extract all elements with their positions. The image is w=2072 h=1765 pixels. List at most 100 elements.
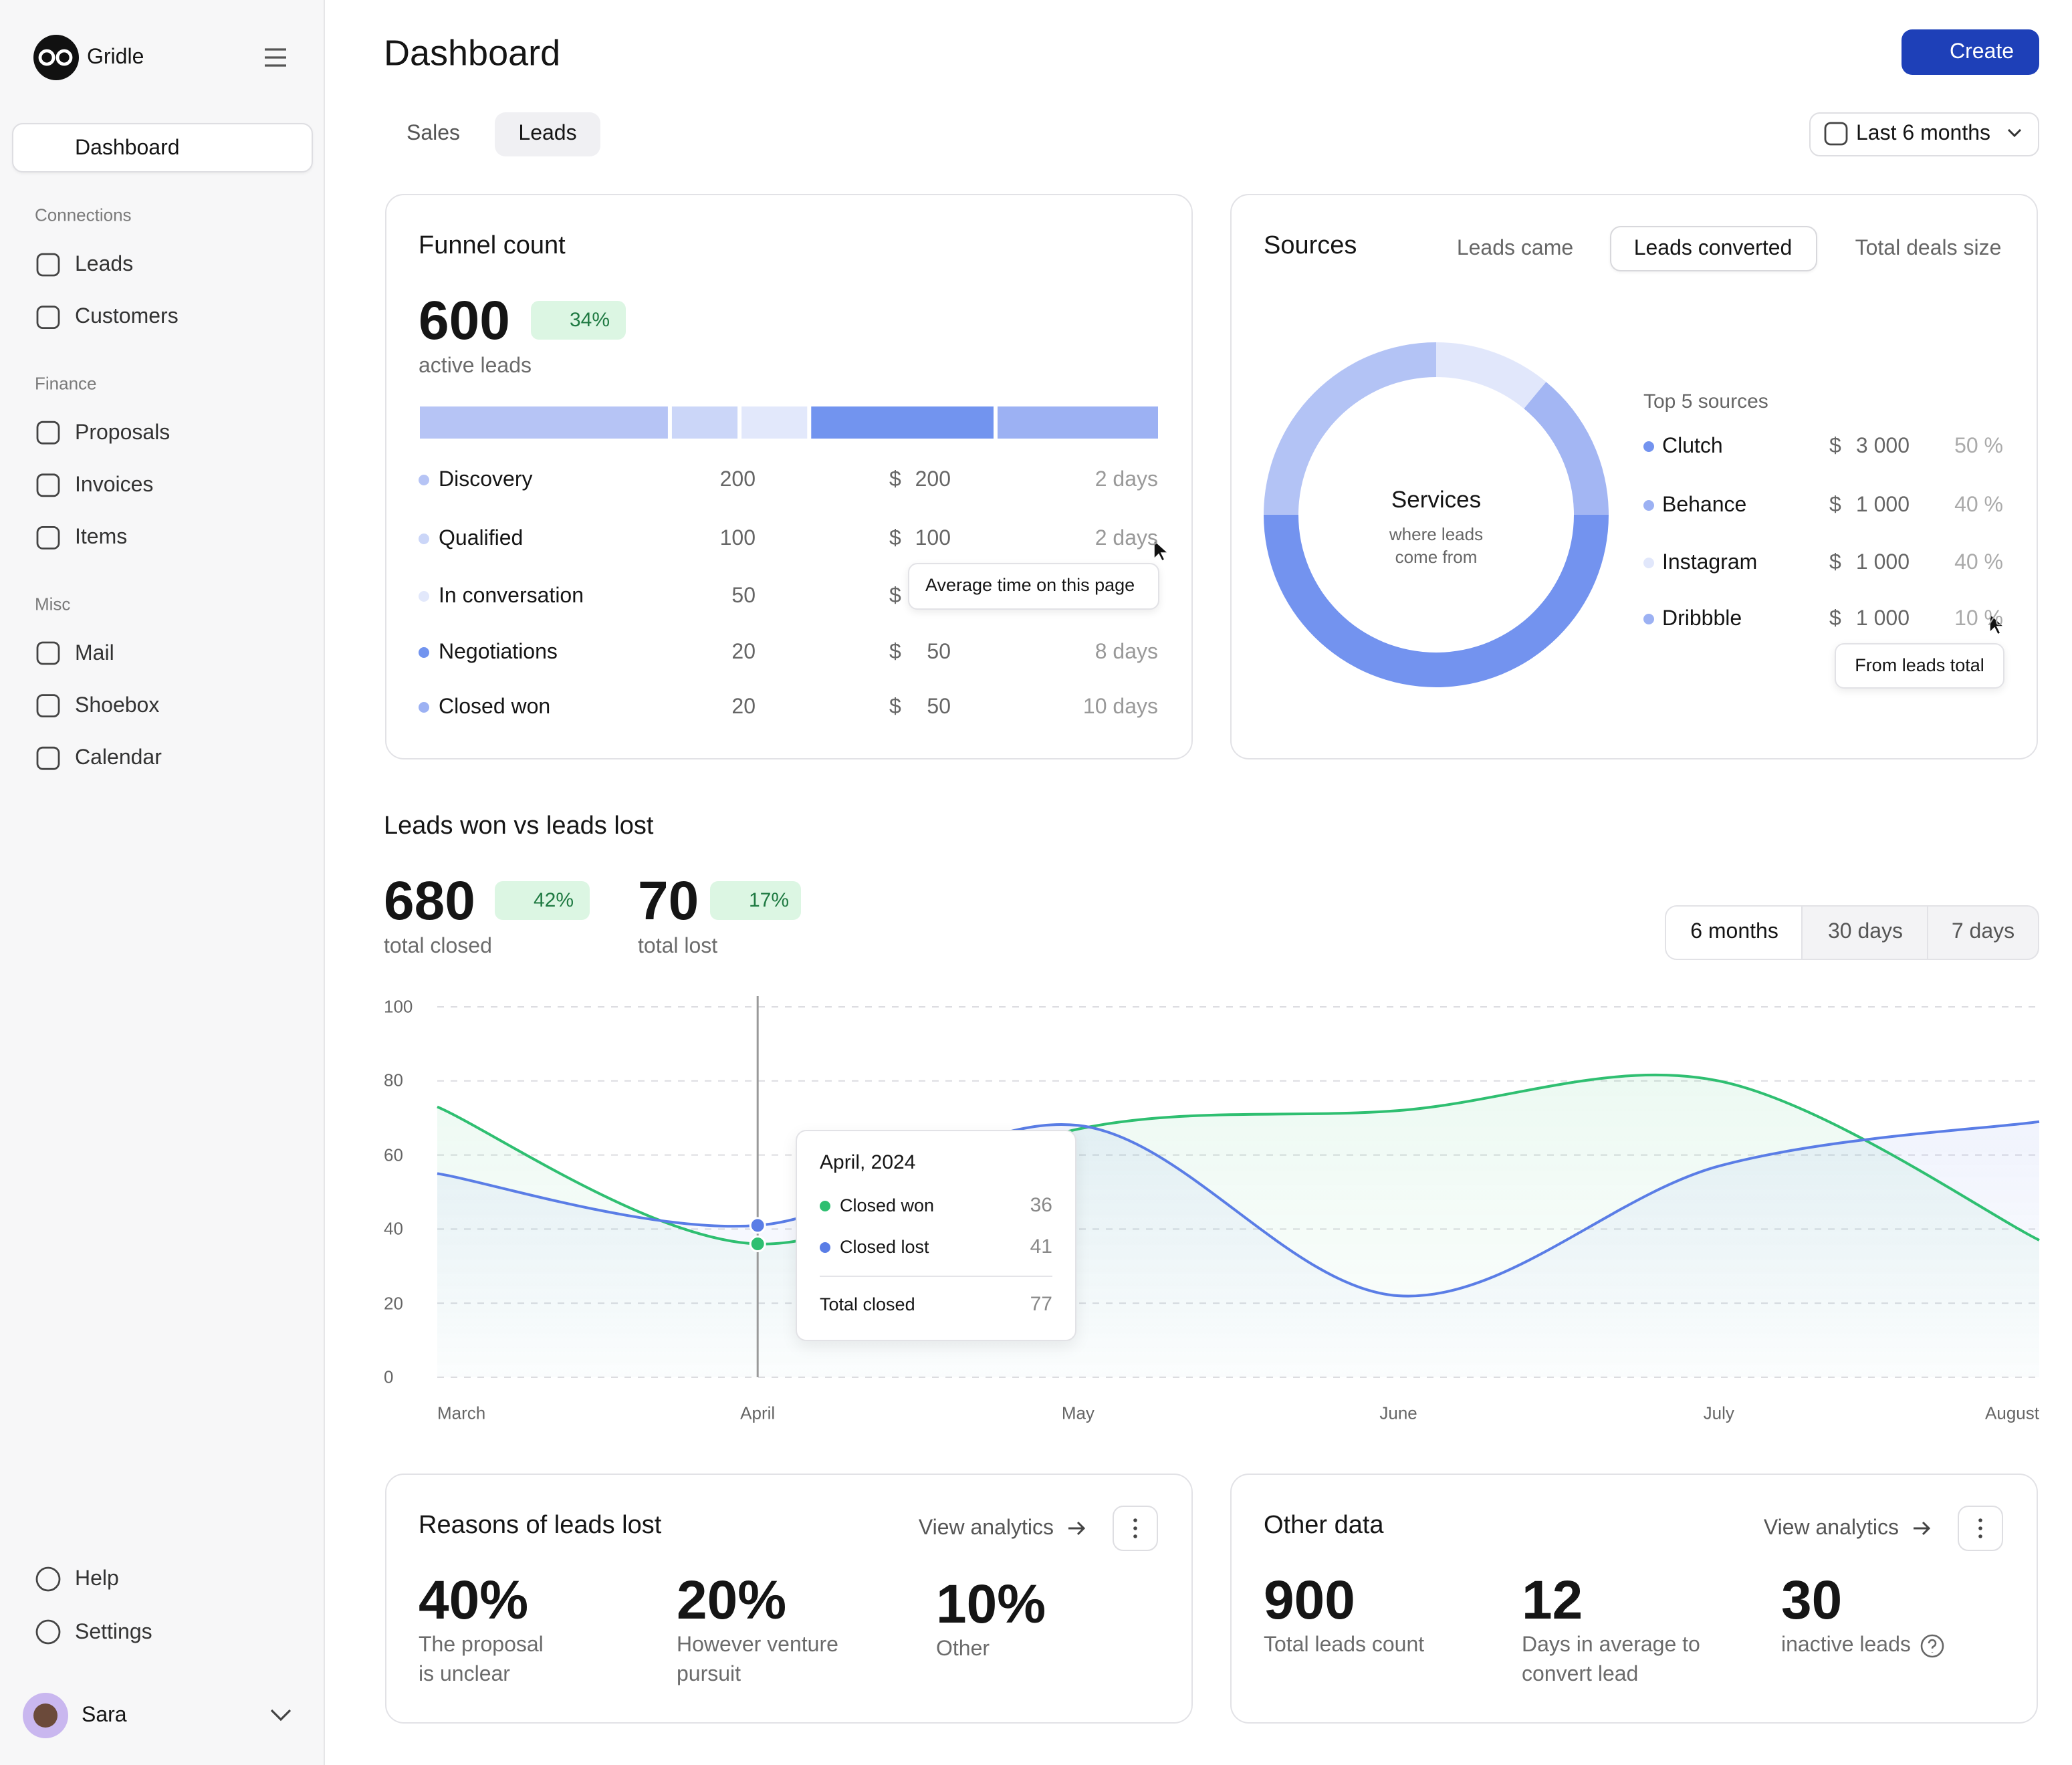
card-title: Reasons of leads lost [419,1512,662,1540]
stage-name: Discovery [439,468,533,491]
y-tick-label: 20 [384,1292,403,1313]
nav-icon [36,694,60,717]
nav-item[interactable]: Calendar [75,747,162,770]
stage-dot [419,647,429,658]
period-select[interactable] [1809,112,2039,156]
funnel-segment [671,406,738,439]
donut-segment [1264,342,1436,515]
nav-icon [36,641,60,665]
period-label[interactable]: Last 6 months [1856,122,1990,145]
legend-label: Closed won [840,1195,935,1215]
nav-icon [36,306,60,330]
currency: $ [889,640,901,664]
legend-dot [820,1242,830,1252]
range-option[interactable]: 7 days [1951,920,2015,943]
change-badge [531,301,626,340]
more-dot [1978,1526,1982,1530]
nav-active[interactable] [12,123,313,172]
nav-item[interactable]: Proposals [75,421,170,444]
range-option[interactable]: 30 days [1827,920,1904,943]
currency: $ [1829,551,1841,574]
nav-item[interactable]: Items [75,526,128,550]
source-amount: 3 000 [1855,435,1910,458]
nav-item[interactable]: Leads [75,253,134,276]
arrow-right-icon [1914,1521,1931,1536]
range-active[interactable] [1666,907,1803,959]
source-dot [1643,500,1654,511]
series-line [437,1073,2040,1246]
logo-mark [38,49,73,66]
big-number: 600 [419,289,510,351]
nav-item[interactable]: Dashboard [75,136,180,160]
source-share: 10 % [1954,607,2003,630]
view-analytics[interactable]: View analytics [1763,1516,1899,1540]
card-title: Other data [1264,1512,1384,1540]
source-tab[interactable]: Leads came [1456,237,1574,260]
nav-item[interactable]: Customers [75,306,179,329]
funnel-segment [998,406,1158,439]
tooltip-value: 41 [1030,1235,1052,1258]
nav-item[interactable]: Help [75,1567,119,1591]
change-badge [495,881,590,920]
avatar-face [33,1703,57,1728]
tooltip-title: April, 2024 [820,1151,916,1174]
currency: $ [1829,493,1841,517]
source-share: 40 % [1954,493,2003,517]
more-dot [1978,1534,1982,1538]
currency: $ [889,584,901,608]
stage-time: 2 days [1095,527,1158,550]
y-tick-label: 80 [384,1070,403,1091]
source-tab[interactable]: Total deals size [1855,237,2002,260]
more-button[interactable] [1113,1506,1158,1551]
card [385,194,1193,759]
nav-icon [36,253,60,277]
chart-tooltip [796,1130,1076,1341]
card [1230,194,2038,759]
user-name[interactable]: Sara [82,1703,127,1727]
view-analytics[interactable]: View analytics [918,1516,1054,1540]
more-button[interactable] [1958,1506,2003,1551]
x-tick-label: May [1061,1403,1095,1423]
tab[interactable]: Leads [518,122,577,145]
nav-item[interactable]: Invoices [75,473,154,497]
y-tick-label: 40 [384,1218,403,1239]
change-label: 42% [534,889,574,912]
tab-active[interactable] [495,112,600,156]
stage-time: 10 days [1082,695,1158,719]
source-tab[interactable]: Leads converted [1633,237,1793,260]
stage-name: Negotiations [439,640,558,664]
range-divider [1927,907,1928,959]
tab-active[interactable] [1610,226,1817,271]
create-button[interactable] [1902,29,2039,75]
stage-amount: 50 [927,695,951,719]
currency: $ [889,468,901,491]
tooltip [1835,643,2004,689]
stage-dot [419,591,429,602]
brand: Gridle [87,45,144,69]
nav-section-title: Finance [35,372,97,393]
stage-amount: 200 [915,468,951,491]
tab[interactable]: Sales [406,122,461,145]
stage-amount: 100 [915,527,951,550]
x-tick-label: June [1379,1403,1417,1423]
funnel-segment [420,406,668,439]
stage-name: Qualified [439,527,524,550]
range-option[interactable]: 6 months [1690,920,1778,943]
list-title: Top 5 sources [1643,390,1768,413]
y-tick-label: 100 [384,996,413,1017]
stat-value: 40% [419,1568,529,1631]
nav-icon [36,746,60,770]
card-title: Funnel count [419,232,566,261]
nav-item[interactable]: Settings [75,1620,152,1643]
nav-icon [36,526,60,550]
change-label: 17% [749,889,790,912]
x-tick-label: August [1985,1403,2039,1423]
sidebar [0,0,325,1765]
create-label[interactable]: Create [1950,40,2015,64]
more-dot [1978,1518,1982,1522]
nav-item[interactable]: Mail [75,641,114,665]
stage-name: Closed won [439,695,551,719]
nav-item[interactable]: Shoebox [75,694,160,717]
